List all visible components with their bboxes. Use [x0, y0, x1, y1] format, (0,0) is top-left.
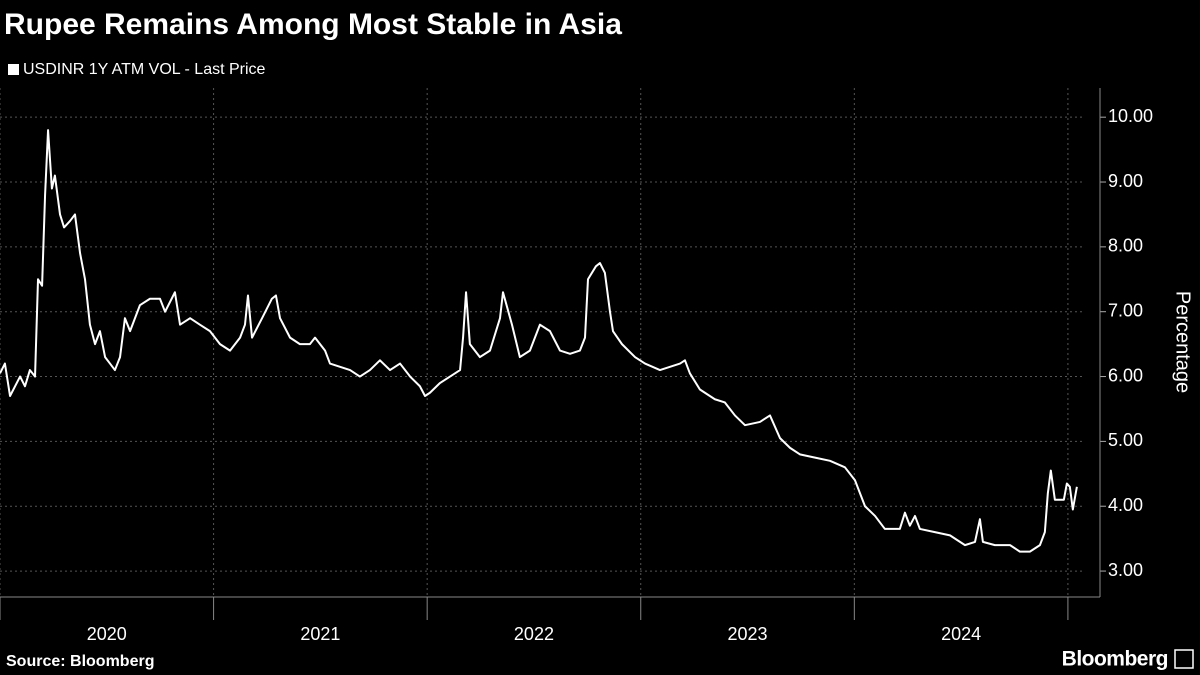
x-tick-label: 2024	[941, 624, 981, 644]
y-tick-label: 8.00	[1108, 236, 1143, 256]
x-tick-label: 2020	[87, 624, 127, 644]
x-tick-label: 2021	[300, 624, 340, 644]
y-tick-label: 5.00	[1108, 430, 1143, 450]
x-tick-label: 2023	[728, 624, 768, 644]
y-tick-label: 3.00	[1108, 560, 1143, 580]
x-tick-label: 2022	[514, 624, 554, 644]
source-note: Source: Bloomberg	[6, 653, 154, 670]
series-line	[0, 129, 1078, 553]
y-axis-title: Percentage	[1172, 291, 1194, 393]
legend-label: USDINR 1Y ATM VOL - Last Price	[23, 61, 266, 78]
y-tick-label: 7.00	[1108, 300, 1143, 320]
y-tick-label: 4.00	[1108, 495, 1143, 515]
chart-title: Rupee Remains Among Most Stable in Asia	[4, 8, 622, 41]
y-tick-label: 10.00	[1108, 106, 1153, 126]
brand-icon	[1174, 649, 1194, 669]
y-tick-label: 9.00	[1108, 171, 1143, 191]
y-tick-label: 6.00	[1108, 365, 1143, 385]
brand-logo: Bloomberg	[1062, 648, 1168, 671]
legend-swatch	[8, 64, 19, 75]
